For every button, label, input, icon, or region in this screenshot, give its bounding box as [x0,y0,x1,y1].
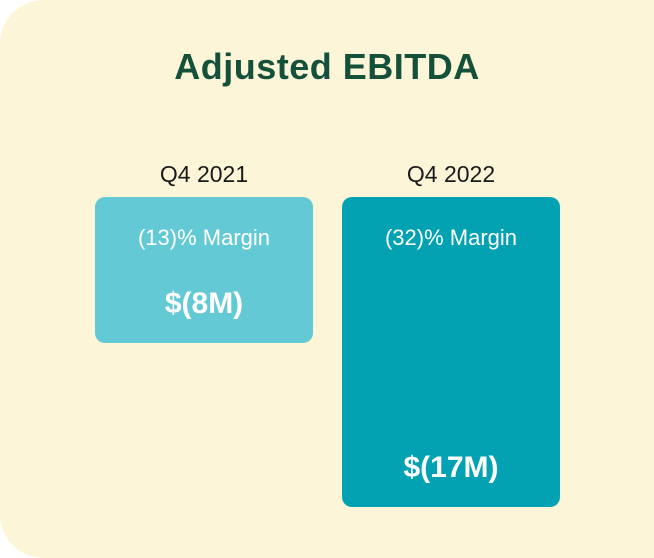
bar-q4-2021: (13)% Margin $(8M) [95,197,313,343]
margin-label-q4-2021: (13)% Margin [137,225,271,250]
value-label-q4-2022: $(17M) [403,451,499,484]
bar-q4-2022: (32)% Margin $(17M) [342,197,560,507]
bar-group-q4-2021: Q4 2021 (13)% Margin $(8M) [95,160,313,343]
chart-title: Adjusted EBITDA [174,46,480,87]
bar-group-q4-2022: Q4 2022 (32)% Margin $(17M) [342,160,560,507]
category-label-q4-2021: Q4 2021 [159,161,249,187]
value-label-q4-2021: $(8M) [164,287,244,320]
category-label-q4-2022: Q4 2022 [406,161,496,187]
margin-label-q4-2022: (32)% Margin [384,225,518,250]
